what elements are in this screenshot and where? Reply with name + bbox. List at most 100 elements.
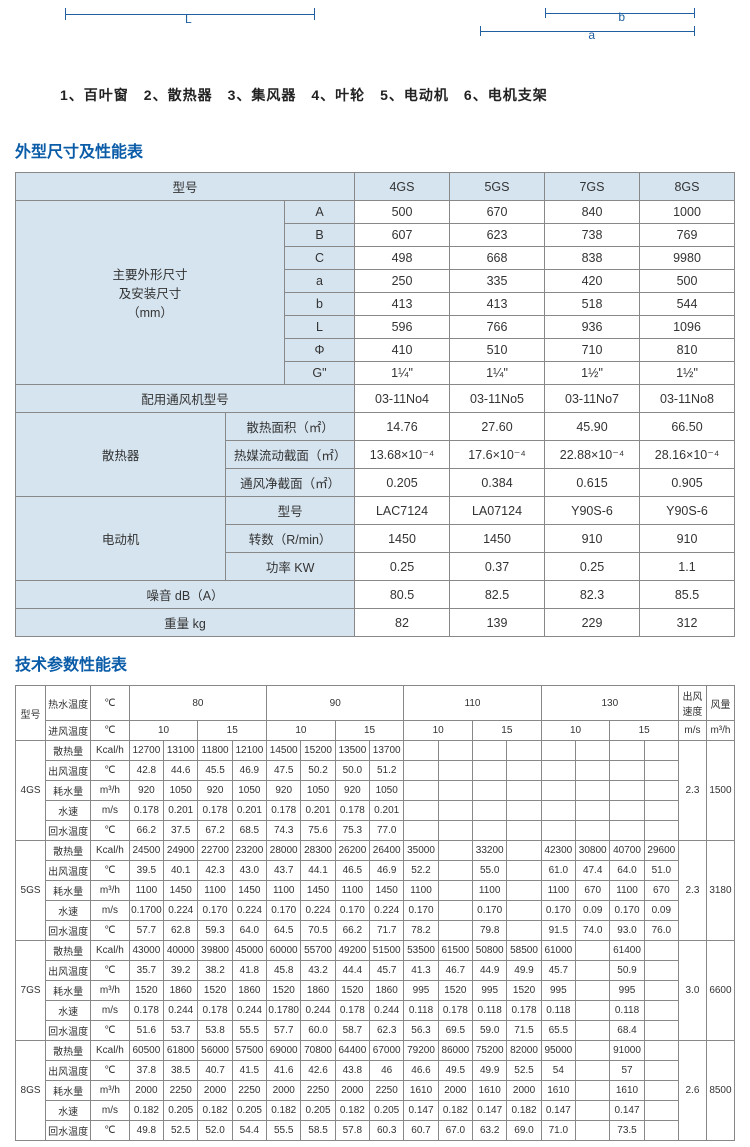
- t2-val: 78.2: [404, 921, 438, 941]
- t2-val: [438, 801, 472, 821]
- t2-val: 920: [335, 781, 369, 801]
- t2-val: [644, 1001, 678, 1021]
- t2-val: 28300: [301, 841, 335, 861]
- motor-val: 1450: [355, 525, 450, 553]
- t2-val: [644, 801, 678, 821]
- t2-val: 0.178: [129, 801, 163, 821]
- t2-val: 0.178: [507, 1001, 541, 1021]
- t2-val: [541, 761, 575, 781]
- t2-val: 55700: [301, 941, 335, 961]
- dim-val: 498: [355, 247, 450, 270]
- t2-row-label: 耗水量: [46, 781, 91, 801]
- t2-val: 0.09: [644, 901, 678, 921]
- t2-val: 50.0: [335, 761, 369, 781]
- t2-val: 79.8: [473, 921, 507, 941]
- t2-model-hdr: 型号: [16, 686, 46, 741]
- t2-val: 69000: [267, 1041, 301, 1061]
- t2-val: 46.6: [404, 1061, 438, 1081]
- t2-row-unit: m³/h: [91, 781, 130, 801]
- t2-val: 2000: [438, 1081, 472, 1101]
- t2-val: 1520: [267, 981, 301, 1001]
- fan-model: 03-11No4: [355, 385, 450, 413]
- t2-val: 45.8: [267, 961, 301, 981]
- dim-val: 738: [545, 224, 640, 247]
- t2-val: [541, 741, 575, 761]
- t2-val: 2000: [335, 1081, 369, 1101]
- t2-row-unit: ℃: [91, 921, 130, 941]
- t2-val: 0.170: [473, 901, 507, 921]
- t2-row-unit: Kcal/h: [91, 941, 130, 961]
- model-col: 7GS: [545, 173, 640, 201]
- t2-val: 0.178: [267, 801, 301, 821]
- t2-val: 1860: [301, 981, 335, 1001]
- dim-val: 769: [640, 224, 735, 247]
- t2-val: 64.5: [267, 921, 301, 941]
- t2-val: 69.5: [438, 1021, 472, 1041]
- t2-val: 1520: [335, 981, 369, 1001]
- t2-sub: 10: [404, 721, 473, 741]
- t2-val: 49.8: [129, 1121, 163, 1141]
- t2-row-label: 散热量: [46, 841, 91, 861]
- t2-sub: 10: [541, 721, 610, 741]
- radiator-val: 0.384: [450, 469, 545, 497]
- fan-model: 03-11No8: [640, 385, 735, 413]
- t2-val: 0.118: [473, 1001, 507, 1021]
- t2-row-unit: m³/h: [91, 881, 130, 901]
- t2-val: 52.5: [507, 1061, 541, 1081]
- t2-val: [644, 1041, 678, 1061]
- t2-val: 59.0: [473, 1021, 507, 1041]
- t2-val: 0.118: [541, 1001, 575, 1021]
- t2-val: 995: [404, 981, 438, 1001]
- t2-val: 0.201: [164, 801, 198, 821]
- t2-val: 0.170: [335, 901, 369, 921]
- t2-val: 49.5: [438, 1061, 472, 1081]
- t2-model: 4GS: [16, 741, 46, 841]
- t2-val: [644, 821, 678, 841]
- t2-val: 45000: [232, 941, 266, 961]
- t2-val: 0.147: [610, 1101, 644, 1121]
- t2-row-label: 回水温度: [46, 1021, 91, 1041]
- t2-val: 43.8: [335, 1061, 369, 1081]
- t2-val: 995: [473, 981, 507, 1001]
- t2-val: 0.118: [404, 1001, 438, 1021]
- t2-val: 0.118: [610, 1001, 644, 1021]
- radiator-val: 13.68×10⁻⁴: [355, 441, 450, 469]
- t2-val: 73.5: [610, 1121, 644, 1141]
- motor-val: LAC7124: [355, 497, 450, 525]
- t2-val: 0.182: [198, 1101, 232, 1121]
- t2-val: 61500: [438, 941, 472, 961]
- radiator-row-label: 热媒流动截面（㎡）: [226, 441, 355, 469]
- t2-val: 55.5: [267, 1121, 301, 1141]
- t2-val: 0.244: [301, 1001, 335, 1021]
- t2-val: 2250: [164, 1081, 198, 1101]
- t2-val: 70.5: [301, 921, 335, 941]
- dim-val: 413: [355, 293, 450, 316]
- radiator-val: 17.6×10⁻⁴: [450, 441, 545, 469]
- t2-row-label: 散热量: [46, 1041, 91, 1061]
- t2-flow: 3180: [706, 841, 734, 941]
- t2-val: 1520: [507, 981, 541, 1001]
- t2-val: 91.5: [541, 921, 575, 941]
- t2-row-label: 回水温度: [46, 1121, 91, 1141]
- t2-val: 0.1780: [267, 1001, 301, 1021]
- t2-val: 55.5: [232, 1021, 266, 1041]
- motor-val: Y90S-6: [545, 497, 640, 525]
- t2-val: 41.3: [404, 961, 438, 981]
- dim-val: 1000: [640, 201, 735, 224]
- t2-val: 51500: [370, 941, 404, 961]
- t2-flow: 6600: [706, 941, 734, 1041]
- t2-val: 41.6: [267, 1061, 301, 1081]
- t2-val: 0.182: [129, 1101, 163, 1121]
- t2-val: [438, 821, 472, 841]
- t2-val: 33200: [473, 841, 507, 861]
- t2-val: 0.205: [164, 1101, 198, 1121]
- motor-row-label: 转数（R/min）: [226, 525, 355, 553]
- t2-val: 13500: [335, 741, 369, 761]
- t2-val: [438, 901, 472, 921]
- dim-label-b: b: [618, 10, 625, 24]
- t2-val: 0.09: [576, 901, 610, 921]
- t2-row-unit: m³/h: [91, 981, 130, 1001]
- t2-val: 13100: [164, 741, 198, 761]
- t2-val: [644, 1101, 678, 1121]
- t2-row-unit: ℃: [91, 1121, 130, 1141]
